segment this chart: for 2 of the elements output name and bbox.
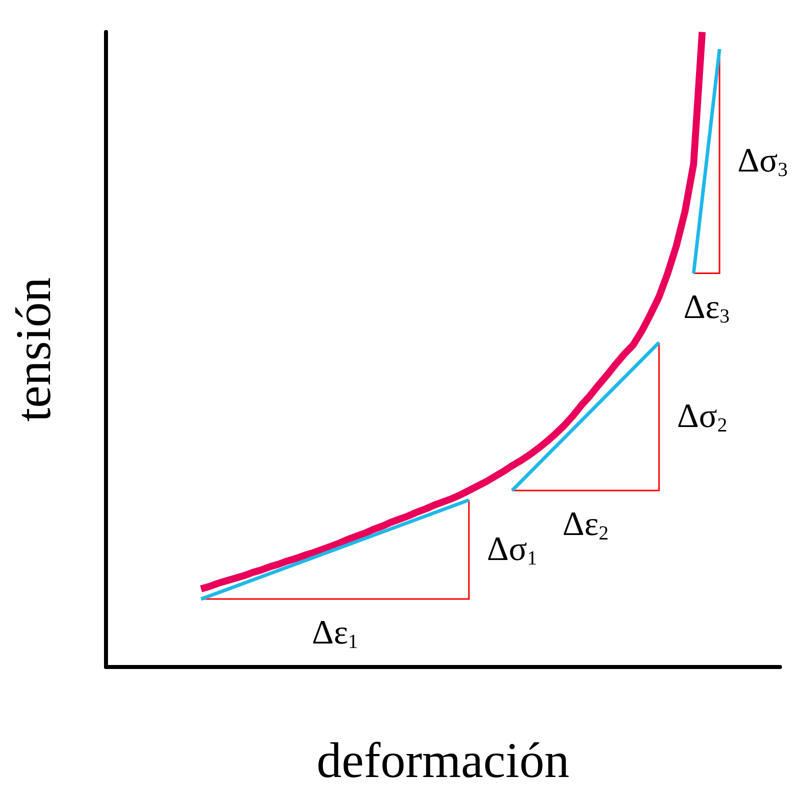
y-axis-title: tensión [5,277,61,422]
x-axis-title: deformación [316,732,570,788]
